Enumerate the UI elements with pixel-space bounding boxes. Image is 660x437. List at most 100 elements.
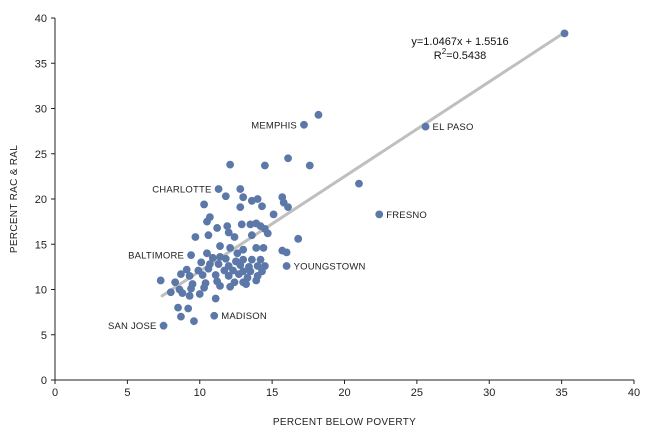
r-squared: R2=0.5438: [434, 47, 486, 62]
r-squared-value: =0.5438: [446, 50, 486, 62]
data-point: [256, 255, 265, 264]
data-point: [236, 261, 245, 269]
r-squared-exponent: 2: [442, 47, 447, 56]
y-tick-label: 35: [35, 58, 47, 70]
label-charlotte: CHARLOTTE: [152, 185, 211, 196]
data-point: [224, 228, 233, 237]
y-axis-title: PERCENT RAC & RAL: [9, 145, 20, 253]
x-axis-ticks: 0 5 10 15 20 25 30 35 40: [52, 380, 640, 399]
data-point: [213, 224, 222, 232]
data-point: [226, 243, 235, 252]
data-point: [223, 222, 232, 231]
x-tick-label: 0: [52, 387, 58, 399]
data-point: [156, 276, 165, 285]
data-point: [203, 249, 211, 258]
x-tick-label: 15: [266, 387, 278, 399]
data-point: [197, 258, 206, 267]
data-point: [220, 266, 229, 275]
data-point: [560, 29, 569, 38]
data-point: [208, 253, 217, 262]
data-point: [247, 255, 256, 264]
data-point: [239, 193, 248, 202]
data-point: [184, 304, 193, 313]
data-point: [305, 161, 314, 170]
data-point: [200, 283, 208, 292]
data-point: [234, 270, 243, 279]
data-point: [191, 233, 200, 241]
data-point-memphis: [300, 120, 308, 129]
data-point-fresno: [375, 210, 384, 219]
data-point: [211, 271, 220, 279]
data-point: [282, 248, 291, 257]
data-point: [259, 243, 268, 252]
data-point: [229, 266, 237, 275]
data-point: [182, 265, 191, 274]
data-point: [239, 245, 248, 254]
data-point: [258, 202, 266, 211]
data-point: [174, 303, 182, 312]
data-point: [236, 185, 245, 193]
data-point: [224, 272, 233, 280]
city-labels: MEMPHIS EL PASO CHARLOTTE FRESNO BALTIMORE YO…: [108, 120, 474, 332]
r-squared-prefix: R: [434, 50, 442, 62]
data-point: [177, 312, 185, 321]
data-point: [236, 203, 245, 212]
data-point-el-paso: [421, 122, 430, 131]
y-axis-ticks: 0 5 10 15 20 25 30 35 40: [35, 13, 55, 387]
data-point: [253, 195, 262, 203]
data-points: [156, 29, 569, 330]
data-point: [252, 243, 261, 252]
x-tick-label: 35: [556, 387, 568, 399]
data-point: [355, 179, 363, 188]
data-point-youngstown: [282, 262, 291, 270]
data-point: [252, 276, 261, 285]
x-tick-label: 20: [338, 387, 350, 399]
data-point: [211, 294, 220, 303]
x-tick-label: 10: [194, 387, 206, 399]
label-madison: MADISON: [221, 311, 267, 322]
label-el-paso: EL PASO: [433, 122, 474, 133]
data-point: [226, 160, 235, 169]
label-youngstown: YOUNGSTOWN: [294, 261, 366, 272]
data-point: [221, 192, 230, 201]
data-point: [171, 278, 180, 287]
data-point: [253, 262, 262, 270]
data-point: [260, 161, 269, 170]
data-point-san-jose: [159, 321, 168, 330]
data-point: [200, 200, 208, 209]
data-point-charlotte: [214, 185, 223, 193]
data-point: [204, 231, 213, 240]
data-point: [314, 110, 323, 119]
x-tick-label: 30: [483, 387, 495, 399]
data-point: [269, 210, 278, 219]
data-point-baltimore: [187, 251, 195, 260]
x-tick-label: 5: [124, 387, 130, 399]
data-point: [230, 233, 239, 241]
data-point: [246, 267, 255, 276]
y-tick-label: 25: [35, 149, 47, 161]
data-point: [247, 231, 256, 240]
data-point: [263, 229, 272, 238]
y-tick-label: 10: [35, 285, 47, 297]
x-tick-label: 25: [411, 387, 423, 399]
data-point: [203, 217, 211, 226]
data-point: [166, 288, 175, 297]
y-tick-label: 40: [35, 13, 47, 25]
data-point: [177, 270, 185, 279]
y-tick-label: 15: [35, 239, 47, 251]
data-point: [185, 291, 194, 300]
data-point-madison: [210, 311, 219, 320]
data-point: [294, 234, 303, 243]
data-point: [198, 271, 207, 279]
data-point: [185, 272, 194, 280]
x-axis-title: PERCENT BELOW POVERTY: [273, 417, 416, 428]
label-fresno: FRESNO: [386, 210, 427, 221]
data-point: [233, 249, 242, 258]
y-tick-label: 20: [35, 194, 47, 206]
data-point: [284, 203, 292, 212]
data-point: [187, 284, 195, 293]
data-point: [204, 264, 213, 273]
data-point: [190, 317, 198, 326]
y-tick-label: 30: [35, 104, 47, 116]
